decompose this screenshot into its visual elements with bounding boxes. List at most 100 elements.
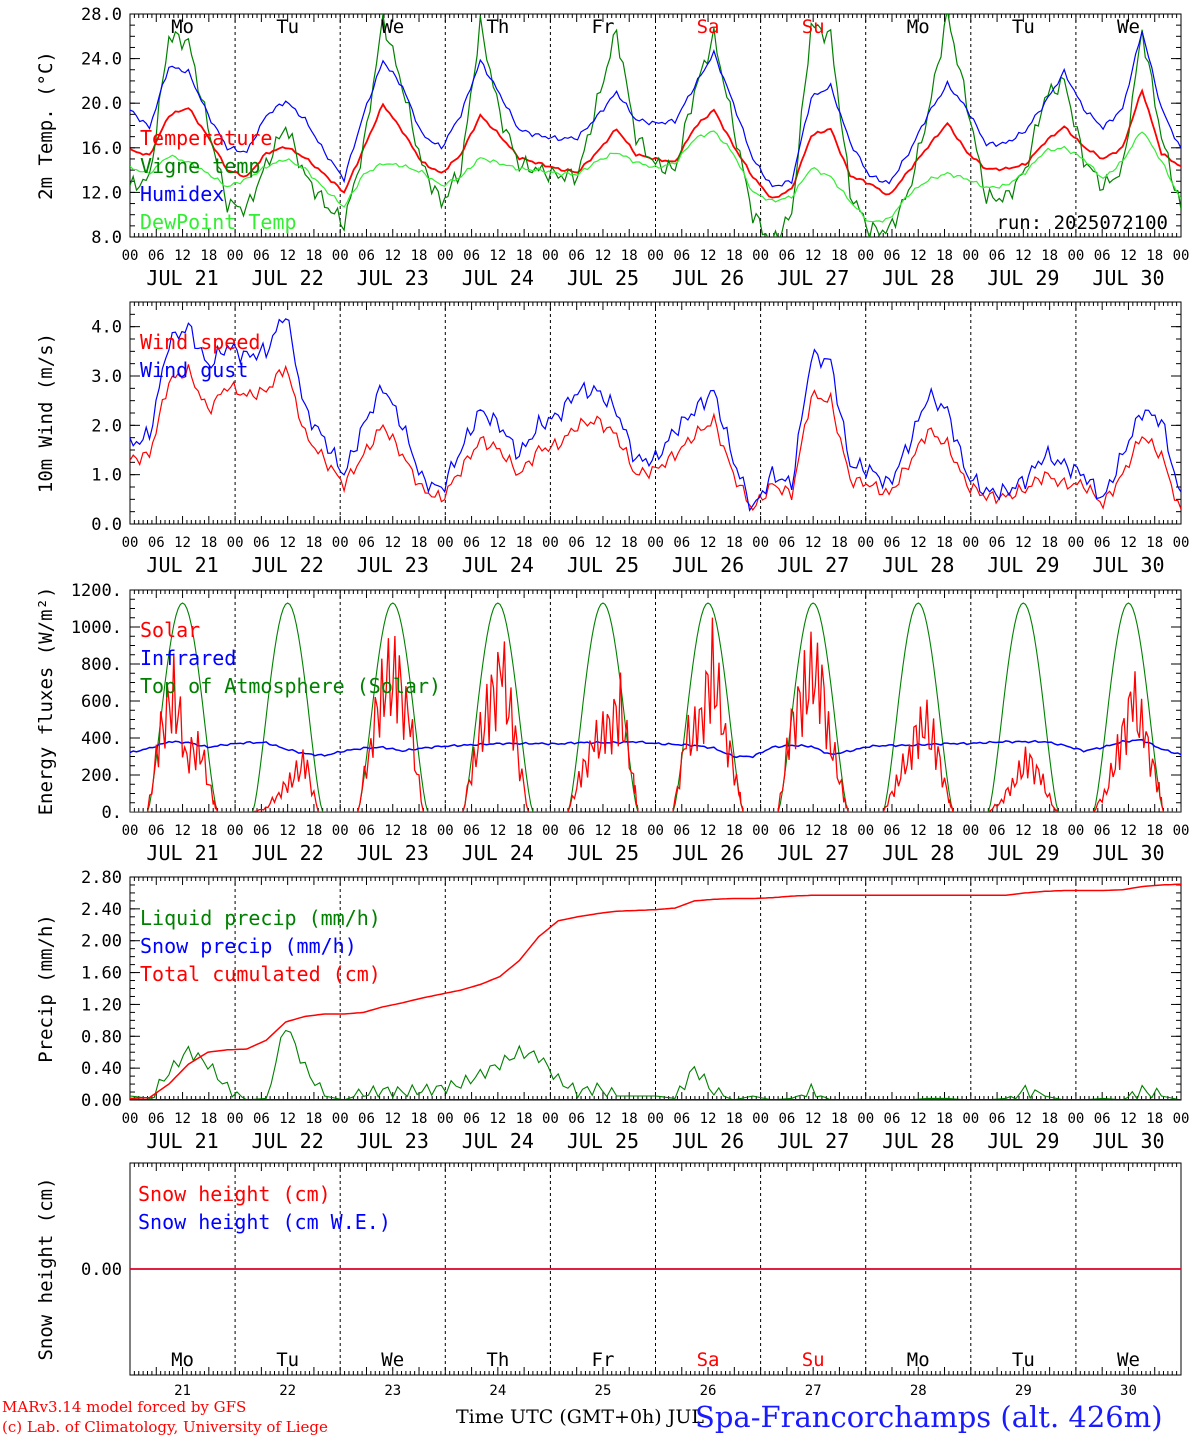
x-date-label: JUL 22 [252, 841, 324, 865]
y-tick-label: 1000. [71, 618, 122, 638]
y-tick-label: 2.80 [81, 868, 122, 888]
weekday-label: Mo [907, 16, 930, 38]
weekday-label: Mo [171, 1349, 194, 1371]
x-hour-label: 00 [1067, 1111, 1084, 1127]
x-hour-label: 18 [200, 823, 217, 839]
x-hour-label: 12 [595, 248, 612, 264]
x-hour-label: 06 [778, 535, 795, 551]
x-hour-label: 00 [857, 823, 874, 839]
y-tick-label: 24.0 [81, 50, 122, 70]
x-date-label: JUL 24 [462, 553, 534, 577]
y-tick-label: 600. [81, 692, 122, 712]
x-hour-label: 00 [122, 1111, 139, 1127]
x-hour-label: 12 [910, 1111, 927, 1127]
y-axis-label: 2m Temp. (°C) [35, 51, 57, 200]
plot-area [130, 14, 1181, 237]
x-hour-label: 00 [227, 535, 244, 551]
x-hour-label: 00 [962, 535, 979, 551]
x-hour-label: 00 [437, 1111, 454, 1127]
panel-4: 0.00 0.40 0.80 1.20 1.60 2.00 2.40 2.80 Precip (… [35, 868, 1189, 1153]
x-hour-label: 12 [700, 1111, 717, 1127]
x-hour-label: 00 [332, 248, 349, 264]
panel-1: 8.0 12.0 16.0 20.0 24.0 28.0 2m Temp. (°C) 00 06… [35, 5, 1189, 290]
weekday-label: We [1117, 1349, 1140, 1371]
x-hour-label: 06 [1094, 823, 1111, 839]
x-date-label: JUL 24 [462, 266, 534, 290]
x-hour-label: 12 [910, 248, 927, 264]
x-hour-label: 12 [805, 1111, 822, 1127]
weekday-label: Th [486, 1349, 509, 1371]
weekday-label: We [1117, 16, 1140, 38]
x-hour-label: 18 [1041, 535, 1058, 551]
y-tick-label: 0. [102, 803, 122, 823]
legend-entry: Temperature [140, 126, 272, 150]
x-hour-label: 12 [1120, 1111, 1137, 1127]
y-tick-label: 0.00 [81, 1260, 122, 1280]
x-hour-label: 00 [647, 535, 664, 551]
weekday-label: Sa [697, 1349, 720, 1371]
x-hour-label: 18 [305, 1111, 322, 1127]
x-hour-label: 06 [989, 1111, 1006, 1127]
x-hour-label: 12 [805, 535, 822, 551]
legend-entry: Solar [140, 618, 200, 642]
x-hour-label: 06 [358, 535, 375, 551]
credit-line-1: MARv3.14 model forced by GFS [2, 1398, 247, 1416]
x-date-label: JUL 21 [146, 1129, 218, 1153]
x-hour-label: 00 [857, 248, 874, 264]
x-hour-label: 06 [148, 823, 165, 839]
x-hour-label: 18 [726, 248, 743, 264]
x-hour-label: 18 [936, 248, 953, 264]
x-hour-label: 18 [621, 1111, 638, 1127]
x-hour-label: 06 [778, 1111, 795, 1127]
x-date-label: JUL 29 [987, 841, 1059, 865]
credit-line-2: (c) Lab. of Climatology, University of L… [2, 1418, 328, 1436]
x-hour-label: 00 [752, 823, 769, 839]
x-hour-label: 06 [673, 248, 690, 264]
x-hour-label: 00 [542, 823, 559, 839]
x-hour-label: 06 [568, 823, 585, 839]
x-hour-label: 00 [437, 248, 454, 264]
x-hour-label: 06 [884, 1111, 901, 1127]
x-date-label: JUL 23 [357, 841, 429, 865]
x-date-label: JUL 29 [987, 1129, 1059, 1153]
x-hour-label: 18 [831, 823, 848, 839]
legend-entry: Humidex [140, 182, 224, 206]
station-name: Spa-Francorchamps (alt. 426m) [695, 1400, 1163, 1434]
y-tick-label: 8.0 [91, 228, 122, 248]
x-hour-label: 12 [174, 823, 191, 839]
x-hour-label: 12 [1015, 535, 1032, 551]
x-hour-label: 00 [1067, 248, 1084, 264]
x-date-label: JUL 29 [987, 553, 1059, 577]
weekday-label: We [381, 16, 404, 38]
x-hour-label: 18 [1146, 535, 1163, 551]
y-tick-label: 800. [81, 655, 122, 675]
x-hour-label: 12 [805, 823, 822, 839]
x-hour-label: 00 [647, 823, 664, 839]
y-tick-label: 0.40 [81, 1059, 122, 1079]
x-hour-label: 00 [752, 248, 769, 264]
x-hour-label: 18 [411, 823, 428, 839]
legend-entry: Wind gust [140, 358, 248, 382]
legend-entry: Total cumulated (cm) [140, 962, 381, 986]
weekday-label: Mo [171, 16, 194, 38]
x-hour-label: 00 [962, 823, 979, 839]
weekday-label: Tu [276, 1349, 299, 1371]
x-hour-label: 00 [1067, 823, 1084, 839]
weekday-label: Th [486, 16, 509, 38]
y-tick-label: 0.80 [81, 1027, 122, 1047]
x-hour-label: 18 [516, 823, 533, 839]
x-hour-label: 12 [489, 823, 506, 839]
x-hour-label: 06 [148, 535, 165, 551]
day-number-label: 27 [805, 1383, 822, 1399]
x-date-label: JUL 26 [672, 266, 744, 290]
y-tick-label: 4.0 [91, 318, 122, 338]
day-number-label: 30 [1120, 1383, 1137, 1399]
x-hour-label: 12 [910, 535, 927, 551]
x-hour-label: 06 [989, 248, 1006, 264]
x-hour-label: 06 [568, 535, 585, 551]
y-tick-label: 2.0 [91, 416, 122, 436]
x-hour-label: 12 [805, 248, 822, 264]
y-tick-label: 2.40 [81, 900, 122, 920]
x-hour-label: 18 [621, 535, 638, 551]
x-hour-label: 18 [200, 1111, 217, 1127]
